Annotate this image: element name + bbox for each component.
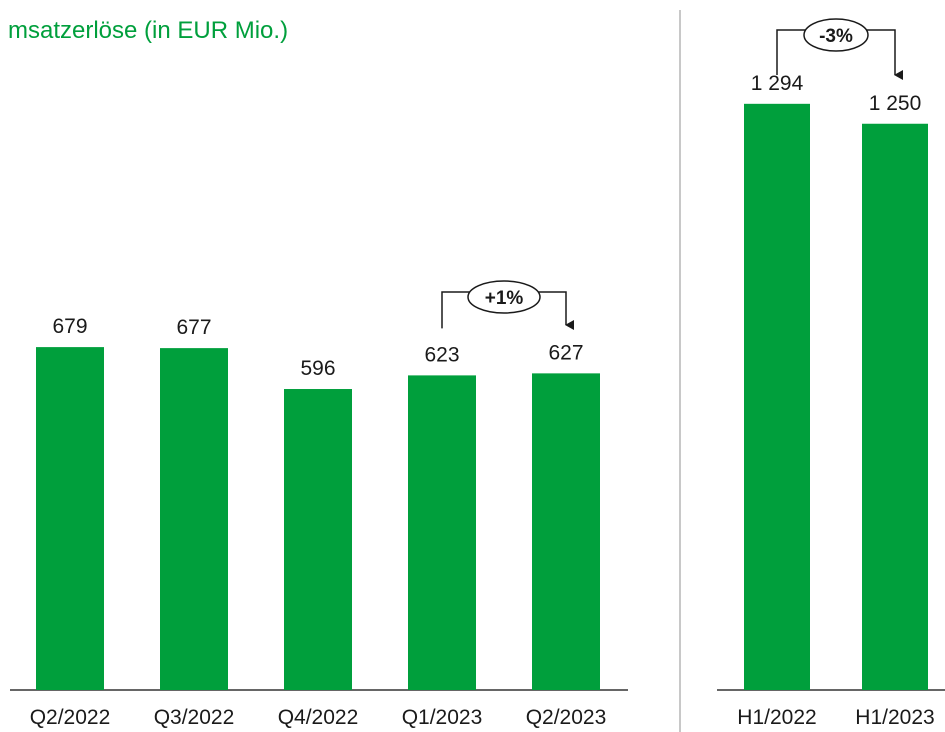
chart-title: msatzerlöse (in EUR Mio.) xyxy=(8,17,288,44)
value-label: 627 xyxy=(548,341,583,364)
x-tick-label: Q1/2023 xyxy=(402,706,483,729)
value-label: 679 xyxy=(52,315,87,338)
value-label: 1 250 xyxy=(869,92,922,115)
bar xyxy=(744,103,810,691)
bar xyxy=(284,389,352,690)
value-label: 677 xyxy=(176,316,211,339)
value-label: 1 294 xyxy=(751,72,804,95)
value-label: 596 xyxy=(300,357,335,380)
annotation: -3% xyxy=(819,26,853,47)
x-tick-label: H1/2023 xyxy=(855,706,934,729)
x-tick-label: Q2/2023 xyxy=(526,706,607,729)
bar xyxy=(408,375,476,690)
bar xyxy=(532,373,600,690)
x-tick-label: Q4/2022 xyxy=(278,706,359,729)
bar xyxy=(862,123,928,690)
annotation-bubble xyxy=(803,18,869,52)
x-tick-label: H1/2022 xyxy=(737,706,816,729)
value-label: 623 xyxy=(424,343,459,366)
bar xyxy=(160,348,228,690)
bar xyxy=(36,347,104,690)
annotation-bubble xyxy=(467,280,541,314)
annotation: +1% xyxy=(485,288,524,309)
x-tick-label: Q3/2022 xyxy=(154,706,235,729)
x-tick-label: Q2/2022 xyxy=(30,706,111,729)
